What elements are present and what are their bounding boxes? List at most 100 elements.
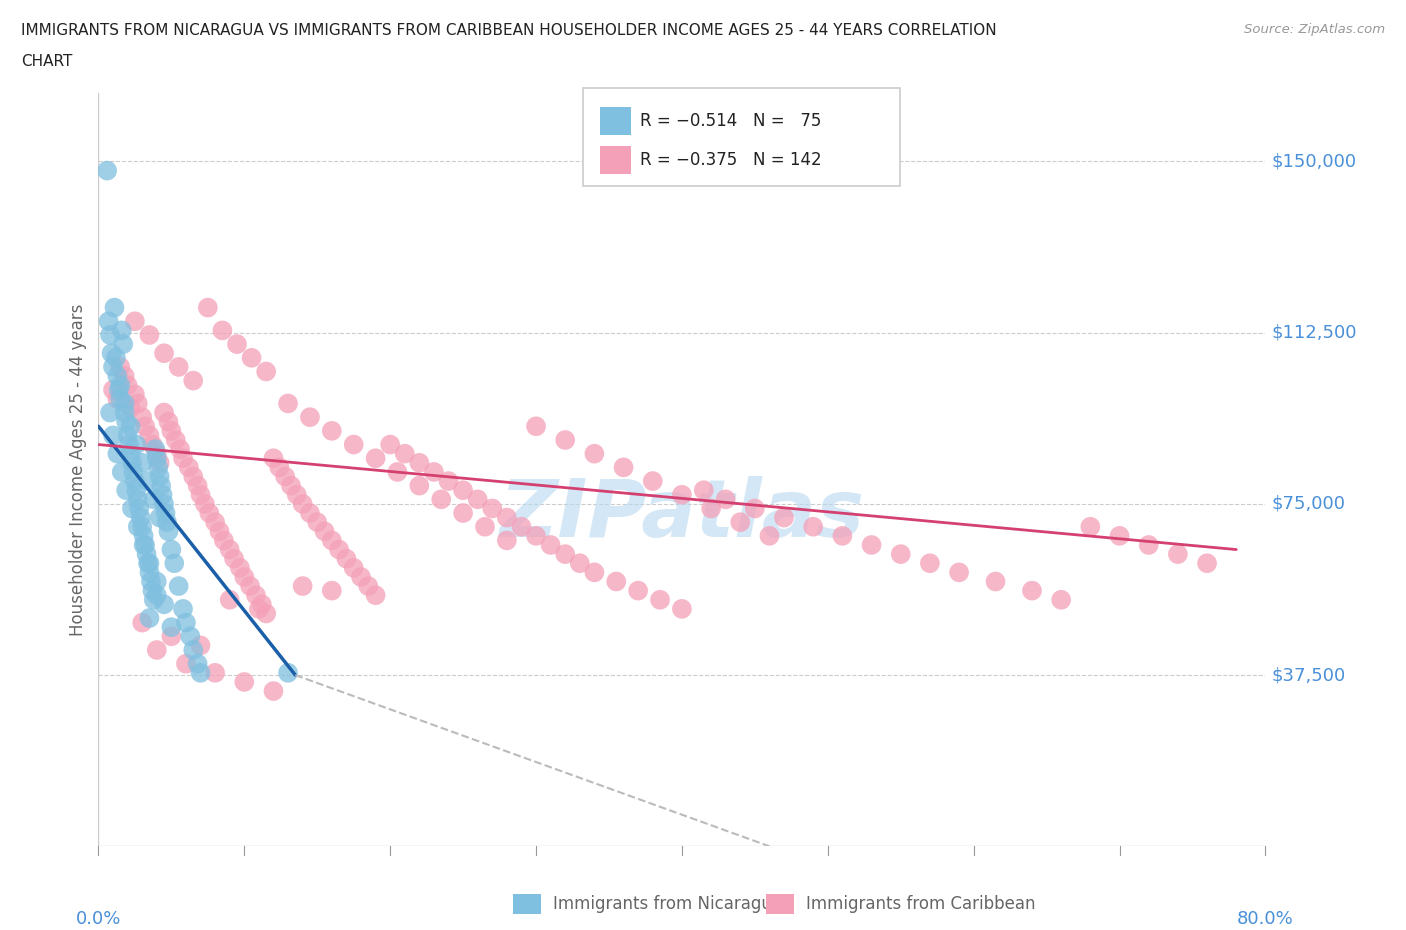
Point — [122, 464, 145, 479]
Point — [197, 300, 219, 315]
Point — [120, 401, 142, 416]
Point — [136, 473, 159, 488]
Point — [254, 364, 277, 379]
Point — [321, 423, 343, 438]
Point — [1080, 519, 1102, 534]
Point — [277, 665, 299, 680]
Point — [280, 478, 302, 493]
Point — [387, 464, 409, 479]
Point — [229, 561, 252, 576]
Point — [1050, 592, 1073, 607]
Point — [860, 538, 883, 552]
Point — [321, 583, 343, 598]
Point — [146, 588, 169, 603]
Point — [131, 410, 153, 425]
Point — [142, 592, 165, 607]
Text: $37,500: $37,500 — [1271, 666, 1346, 684]
Point — [744, 501, 766, 516]
Point — [149, 456, 172, 471]
Point — [125, 483, 148, 498]
Point — [1108, 528, 1130, 543]
Point — [890, 547, 912, 562]
Point — [131, 456, 153, 471]
Point — [190, 638, 212, 653]
Point — [112, 337, 135, 352]
Point — [298, 506, 321, 521]
Point — [120, 418, 142, 433]
Point — [627, 583, 650, 598]
Point — [364, 588, 387, 603]
Point — [730, 514, 752, 529]
Point — [138, 611, 160, 626]
Point — [160, 542, 183, 557]
Point — [233, 674, 256, 689]
Text: $150,000: $150,000 — [1271, 153, 1357, 170]
Point — [138, 327, 160, 342]
Point — [437, 473, 460, 488]
Point — [139, 574, 162, 589]
Point — [714, 492, 737, 507]
Point — [132, 528, 155, 543]
Point — [918, 556, 941, 571]
Point — [103, 300, 125, 315]
Point — [335, 551, 357, 566]
Point — [108, 382, 131, 397]
Point — [194, 497, 217, 512]
Text: Source: ZipAtlas.com: Source: ZipAtlas.com — [1244, 23, 1385, 36]
Point — [274, 469, 297, 484]
Text: ZIPatlas: ZIPatlas — [499, 476, 865, 554]
Point — [700, 501, 723, 516]
Point — [138, 565, 160, 579]
Point — [181, 373, 204, 388]
Point — [110, 392, 132, 406]
Point — [174, 657, 197, 671]
Point — [262, 684, 284, 698]
Point — [226, 337, 249, 352]
Point — [111, 323, 134, 338]
Point — [554, 547, 576, 562]
Point — [984, 574, 1007, 589]
Point — [134, 538, 156, 552]
Point — [554, 432, 576, 447]
Point — [156, 514, 179, 529]
Text: IMMIGRANTS FROM NICARAGUA VS IMMIGRANTS FROM CARIBBEAN HOUSEHOLDER INCOME AGES 2: IMMIGRANTS FROM NICARAGUA VS IMMIGRANTS … — [21, 23, 997, 38]
Point — [105, 368, 128, 383]
Point — [121, 456, 143, 471]
Point — [364, 451, 387, 466]
Point — [343, 561, 366, 576]
Point — [222, 551, 245, 566]
Point — [190, 665, 212, 680]
Point — [98, 405, 121, 420]
Text: 80.0%: 80.0% — [1237, 910, 1294, 928]
Point — [143, 442, 166, 457]
Point — [146, 451, 169, 466]
Point — [165, 432, 187, 447]
Point — [153, 346, 176, 361]
Point — [277, 396, 299, 411]
Point — [114, 405, 136, 420]
Point — [101, 382, 124, 397]
Text: Immigrants from Caribbean: Immigrants from Caribbean — [806, 895, 1035, 913]
Point — [135, 547, 157, 562]
Point — [240, 351, 263, 365]
Point — [125, 437, 148, 452]
Point — [408, 478, 430, 493]
Point — [160, 423, 183, 438]
Text: Immigrants from Nicaragua: Immigrants from Nicaragua — [553, 895, 782, 913]
Point — [314, 524, 336, 538]
Point — [153, 497, 176, 512]
Point — [671, 602, 693, 617]
Point — [157, 524, 180, 538]
Point — [948, 565, 970, 579]
Point — [190, 487, 212, 502]
Point — [153, 597, 176, 612]
Point — [134, 418, 156, 433]
Point — [98, 327, 121, 342]
Point — [150, 478, 173, 493]
Point — [204, 665, 226, 680]
Point — [172, 451, 194, 466]
Point — [111, 464, 134, 479]
Point — [540, 538, 562, 552]
Point — [245, 588, 267, 603]
Point — [127, 396, 149, 411]
